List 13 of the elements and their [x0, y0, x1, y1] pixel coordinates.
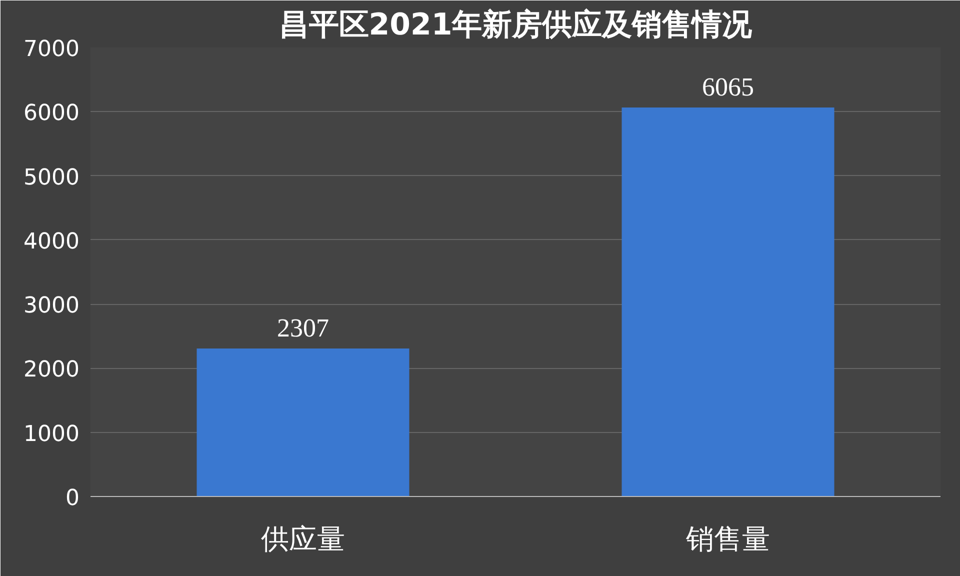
- y-tick-label: 3000: [24, 294, 80, 319]
- chart-title: 昌平区2021年新房供应及销售情况: [278, 8, 754, 42]
- data-label: 2307: [277, 314, 329, 343]
- y-tick-label: 4000: [24, 229, 80, 254]
- y-tick-label: 2000: [24, 358, 80, 383]
- x-tick-label: 销售量: [685, 522, 770, 556]
- y-tick-label: 0: [66, 486, 80, 511]
- x-tick-label: 供应量: [261, 522, 345, 556]
- data-label: 6065: [702, 72, 754, 102]
- y-tick-label: 6000: [24, 101, 80, 126]
- y-tick-label: 1000: [24, 422, 80, 447]
- y-tick-label: 5000: [24, 165, 80, 190]
- y-tick-label: 7000: [24, 37, 80, 62]
